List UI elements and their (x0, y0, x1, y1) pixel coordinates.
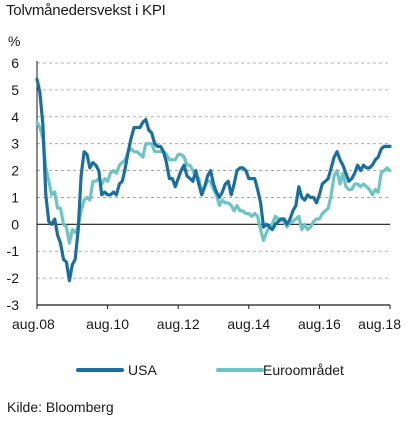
series-line-usa (35, 77, 392, 283)
chart-title: Tolvmånedersvekst i KPI (6, 2, 166, 19)
y-tick-label: 4 (11, 109, 19, 125)
y-tick-label: 1 (11, 189, 19, 205)
series-line-euroomradet (35, 120, 392, 245)
grid-lines (36, 61, 390, 306)
legend: USA Euroområdet (76, 362, 344, 378)
y-tick-label: 0 (11, 216, 19, 232)
source-note: Kilde: Bloomberg (7, 399, 114, 415)
x-tick-label: aug.18 (358, 316, 401, 332)
y-tick-label: 2 (11, 163, 19, 179)
x-tick-label: aug.14 (227, 316, 270, 332)
y-tick-label: -2 (7, 270, 20, 286)
x-tick-label: aug.12 (157, 316, 200, 332)
x-tick-labels: aug.08 aug.10 aug.12 aug.14 aug.16 aug.18 (12, 305, 401, 332)
series-lines (35, 77, 392, 283)
y-axis-unit-label: % (8, 33, 21, 49)
x-tick-label: aug.10 (86, 316, 129, 332)
legend-label: USA (128, 362, 157, 378)
y-tick-label: -1 (7, 243, 20, 259)
legend-label: Euroområdet (263, 362, 344, 378)
x-tick-label: aug.08 (12, 316, 55, 332)
y-tick-labels: 6 5 4 3 2 1 0 -1 -2 -3 (7, 55, 20, 313)
y-tick-label: -3 (7, 297, 20, 313)
y-tick-label: 6 (11, 55, 19, 71)
y-tick-label: 5 (11, 82, 19, 98)
y-tick-label: 3 (11, 136, 19, 152)
x-tick-label: aug.16 (298, 316, 341, 332)
